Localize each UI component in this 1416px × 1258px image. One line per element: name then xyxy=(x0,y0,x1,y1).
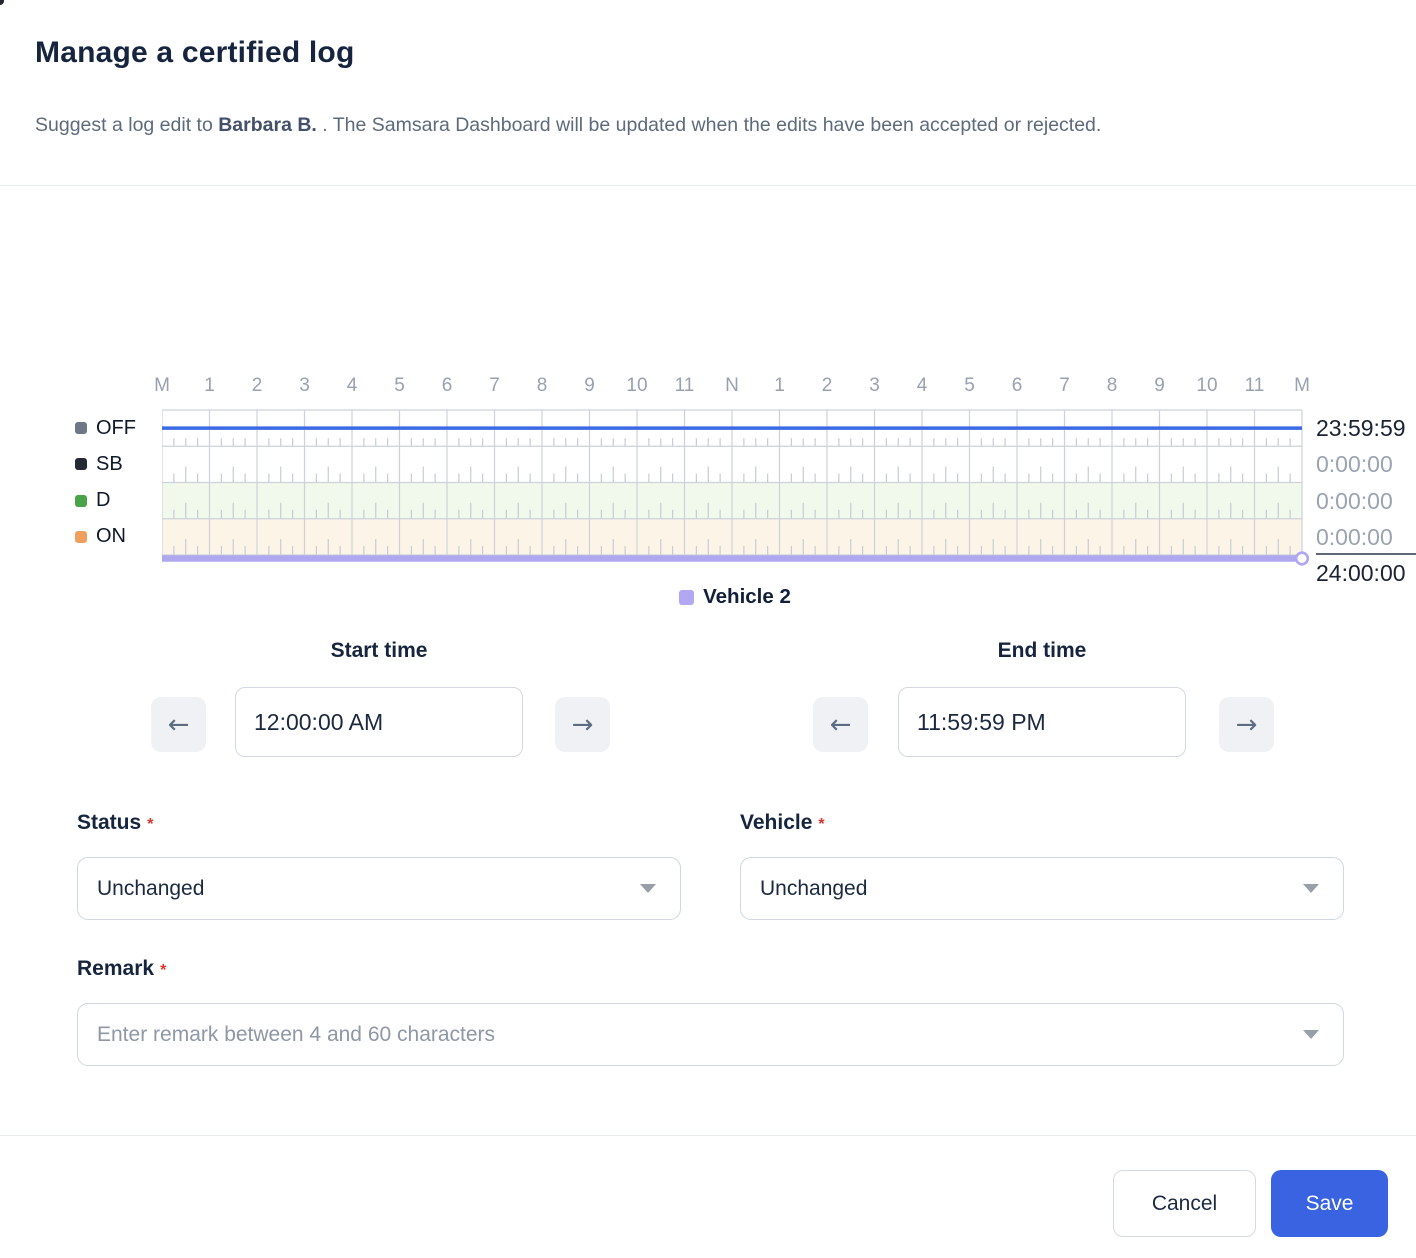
duty-row-total-sb: 0:00:00 xyxy=(1316,451,1393,478)
d-status-swatch-icon xyxy=(75,494,87,507)
hour-tick-label: 7 xyxy=(1059,375,1070,396)
vehicle-legend-label: Vehicle 2 xyxy=(703,585,791,608)
arrow-left-icon: ← xyxy=(167,709,190,740)
required-asterisk: * xyxy=(147,816,154,833)
cancel-button[interactable]: Cancel xyxy=(1113,1170,1256,1237)
duty-row-label-text: ON xyxy=(96,525,126,548)
hour-tick-label: 4 xyxy=(346,375,358,396)
required-asterisk: * xyxy=(818,816,825,833)
vehicle-label: Vehicle * xyxy=(740,811,825,834)
start-time-input[interactable] xyxy=(235,687,523,757)
vehicle-legend-swatch-icon xyxy=(679,589,695,605)
backdrop-corner-artifact xyxy=(0,0,4,5)
duty-row-label-text: SB xyxy=(96,452,123,475)
duty-row-label-on: ON xyxy=(75,525,126,549)
header-divider xyxy=(0,185,1416,186)
hour-tick-label: 6 xyxy=(441,375,453,396)
duty-row-label-sb: SB xyxy=(75,452,123,476)
hour-tick-label: 11 xyxy=(1244,375,1265,396)
duty-row-label-d: D xyxy=(75,489,110,513)
hour-tick-label: 3 xyxy=(869,375,880,396)
chevron-down-icon xyxy=(1303,1030,1319,1039)
remark-label: Remark * xyxy=(77,957,167,980)
hour-tick-label: 4 xyxy=(916,375,928,396)
arrow-right-icon: → xyxy=(571,709,594,740)
page-title: Manage a certified log xyxy=(35,36,355,69)
end-time-previous-button[interactable]: ← xyxy=(813,697,868,752)
duty-status-graph[interactable] xyxy=(161,408,1312,574)
duty-row-label-text: D xyxy=(96,489,111,512)
duty-row-label-off: OFF xyxy=(75,416,136,440)
footer-divider xyxy=(0,1135,1416,1136)
hour-tick-label: 8 xyxy=(536,375,548,396)
remark-combobox[interactable]: Enter remark between 4 and 60 characters xyxy=(77,1003,1344,1066)
required-asterisk: * xyxy=(160,962,167,979)
status-select[interactable]: Unchanged xyxy=(77,857,681,920)
duty-row-label-text: OFF xyxy=(96,416,136,439)
subtitle-suffix: . The Samsara Dashboard will be updated … xyxy=(316,114,1102,136)
duty-row-total-on: 0:00:00 xyxy=(1316,523,1393,550)
status-label: Status * xyxy=(77,811,154,834)
subtitle-prefix: Suggest a log edit to xyxy=(35,114,219,136)
hour-tick-label: 7 xyxy=(489,375,500,396)
end-time-input[interactable] xyxy=(898,687,1186,757)
chevron-down-icon xyxy=(1303,884,1319,893)
status-select-value: Unchanged xyxy=(97,876,205,900)
hour-tick-label: 5 xyxy=(394,375,405,396)
page-subtitle: Suggest a log edit to Barbara B. . The S… xyxy=(35,114,1101,137)
hour-tick-label: N xyxy=(725,375,739,396)
end-time-next-button[interactable]: → xyxy=(1219,697,1274,752)
hour-tick-label: 3 xyxy=(299,375,310,396)
save-button[interactable]: Save xyxy=(1271,1170,1388,1237)
hour-tick-label: 6 xyxy=(1011,375,1023,396)
hour-tick-label: 10 xyxy=(1196,375,1218,396)
arrow-right-icon: → xyxy=(1235,709,1258,740)
remark-placeholder: Enter remark between 4 and 60 characters xyxy=(97,1022,496,1046)
start-time-previous-button[interactable]: ← xyxy=(151,697,206,752)
totals-sum-line xyxy=(1316,553,1416,555)
hour-tick-label: M xyxy=(1294,375,1310,396)
hour-tick-label: 1 xyxy=(774,375,785,396)
grand-total: 24:00:00 xyxy=(1316,560,1406,586)
hour-tick-label: 2 xyxy=(251,375,263,396)
sb-status-swatch-icon xyxy=(75,458,87,471)
chart-legend: Vehicle 2 xyxy=(585,585,885,609)
hour-tick-label: 9 xyxy=(584,375,595,396)
duty-row-total-d: 0:00:00 xyxy=(1316,487,1393,514)
duty-row-total-off: 23:59:59 xyxy=(1316,415,1406,442)
hour-tick-label: 9 xyxy=(1154,375,1165,396)
vehicle-track-end-handle xyxy=(1294,551,1310,566)
on-status-swatch-icon xyxy=(75,530,87,543)
vehicle-select-value: Unchanged xyxy=(760,876,868,900)
hour-tick-label: 11 xyxy=(674,375,695,396)
start-time-next-button[interactable]: → xyxy=(555,697,610,752)
hour-tick-label: M xyxy=(154,375,170,396)
hour-tick-label: 1 xyxy=(204,375,215,396)
hour-tick-label: 10 xyxy=(626,375,648,396)
hour-tick-label: 5 xyxy=(964,375,975,396)
vehicle-select[interactable]: Unchanged xyxy=(740,857,1344,920)
hour-tick-label: 2 xyxy=(821,375,833,396)
arrow-left-icon: ← xyxy=(829,709,852,740)
end-time-label: End time xyxy=(997,639,1087,662)
driver-name: Barbara B. xyxy=(218,114,317,136)
start-time-label: Start time xyxy=(330,639,428,662)
chevron-down-icon xyxy=(640,884,656,893)
hour-tick-label: 8 xyxy=(1106,375,1118,396)
off-status-swatch-icon xyxy=(75,422,87,435)
